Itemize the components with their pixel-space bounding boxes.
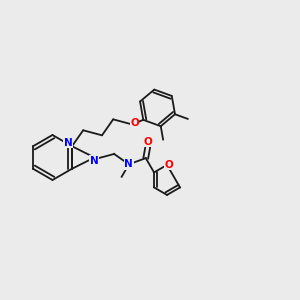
Text: N: N bbox=[64, 138, 73, 148]
Text: O: O bbox=[164, 160, 173, 170]
Text: N: N bbox=[90, 156, 99, 166]
Text: N: N bbox=[124, 159, 133, 169]
Text: O: O bbox=[130, 118, 139, 128]
Text: O: O bbox=[144, 136, 153, 147]
